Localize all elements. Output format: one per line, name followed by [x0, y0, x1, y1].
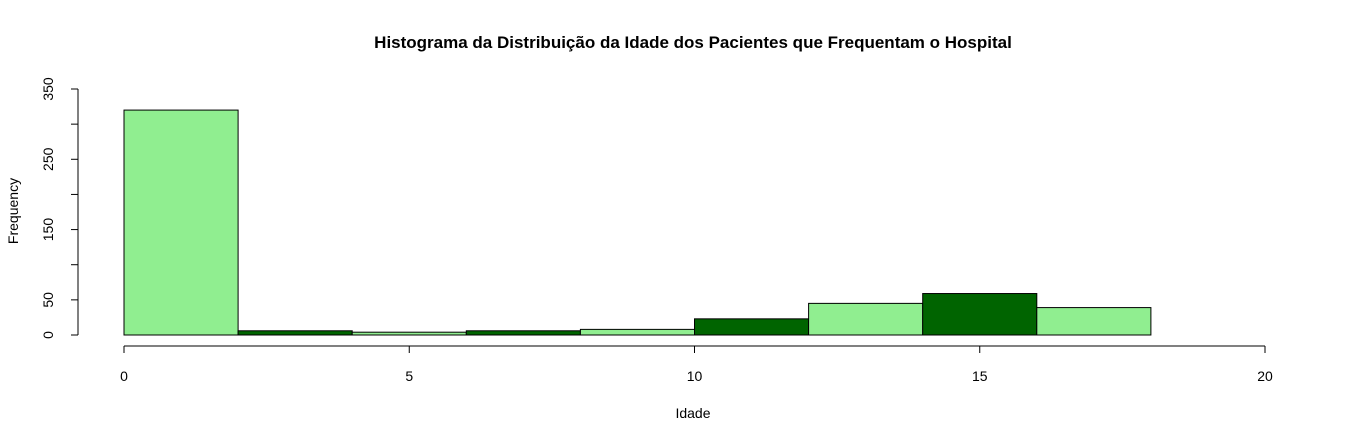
- y-axis: 0 50 150 250 350: [40, 77, 79, 339]
- x-tick-label: 0: [120, 368, 128, 384]
- histogram-bar-5: [694, 318, 810, 336]
- histogram-bar-3: [465, 330, 581, 336]
- x-tick-label: 20: [1257, 368, 1273, 384]
- x-tick-label: 5: [405, 368, 413, 384]
- y-tick-label: 0: [40, 331, 56, 339]
- bars-group: [123, 109, 1152, 336]
- x-axis: 0 5 10 15 20: [120, 345, 1273, 384]
- histogram-bar-1: [237, 330, 353, 336]
- x-axis-label: Idade: [675, 405, 710, 421]
- y-tick-label: 350: [40, 77, 56, 101]
- histogram-bar-7: [922, 293, 1038, 336]
- histogram-bar-4: [579, 328, 696, 336]
- histogram-bar-2: [351, 331, 467, 336]
- y-tick-label: 150: [40, 218, 56, 242]
- histogram-bar-8: [1036, 307, 1152, 336]
- y-axis-label: Frequency: [5, 178, 21, 244]
- y-tick-label: 250: [40, 147, 56, 171]
- x-tick-label: 15: [972, 368, 988, 384]
- y-tick-label: 50: [40, 292, 56, 308]
- histogram-bar-0: [123, 109, 239, 336]
- histogram-bar-6: [808, 302, 924, 336]
- x-tick-label: 10: [687, 368, 703, 384]
- chart-title: Histograma da Distribuição da Idade dos …: [374, 33, 1012, 52]
